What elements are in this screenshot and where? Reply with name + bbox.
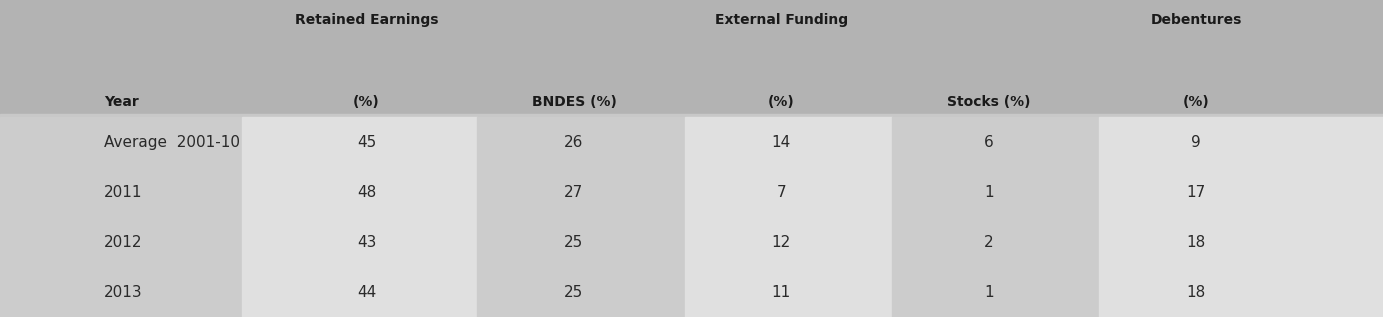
Text: BNDES (%): BNDES (%) (531, 95, 617, 109)
Text: Stocks (%): Stocks (%) (947, 95, 1030, 109)
Text: (%): (%) (353, 95, 380, 109)
Text: 18: 18 (1187, 285, 1206, 300)
Bar (0, 114, 1383, 117)
Text: 27: 27 (564, 185, 584, 200)
Text: 1: 1 (985, 185, 993, 200)
Text: Year: Year (104, 95, 138, 109)
Text: (%): (%) (768, 95, 795, 109)
Text: 14: 14 (772, 135, 791, 150)
Text: 18: 18 (1187, 235, 1206, 249)
Text: 48: 48 (357, 185, 376, 200)
Bar (477, 117, 685, 317)
Text: 45: 45 (357, 135, 376, 150)
Text: 26: 26 (564, 135, 584, 150)
Text: 2011: 2011 (104, 185, 142, 200)
Text: 12: 12 (772, 235, 791, 249)
Text: (%): (%) (1182, 95, 1210, 109)
Text: 44: 44 (357, 285, 376, 300)
Text: 25: 25 (564, 235, 584, 249)
Text: Retained Earnings: Retained Earnings (295, 13, 438, 27)
Text: Average  2001-10: Average 2001-10 (104, 135, 239, 150)
Text: 11: 11 (772, 285, 791, 300)
Text: 1: 1 (985, 285, 993, 300)
Text: 2013: 2013 (104, 285, 142, 300)
Text: 17: 17 (1187, 185, 1206, 200)
Bar (0, 117, 242, 317)
Bar (892, 117, 1099, 317)
Text: 43: 43 (357, 235, 376, 249)
Bar (685, 117, 892, 317)
Text: 9: 9 (1191, 135, 1202, 150)
Text: 6: 6 (983, 135, 994, 150)
Text: 2012: 2012 (104, 235, 142, 249)
Text: Debentures: Debentures (1151, 13, 1242, 27)
Bar (1099, 117, 1383, 317)
Bar (242, 117, 477, 317)
Text: 2: 2 (985, 235, 993, 249)
Text: 25: 25 (564, 285, 584, 300)
Text: External Funding: External Funding (715, 13, 848, 27)
Text: 7: 7 (777, 185, 786, 200)
Bar (0, 0, 1383, 114)
